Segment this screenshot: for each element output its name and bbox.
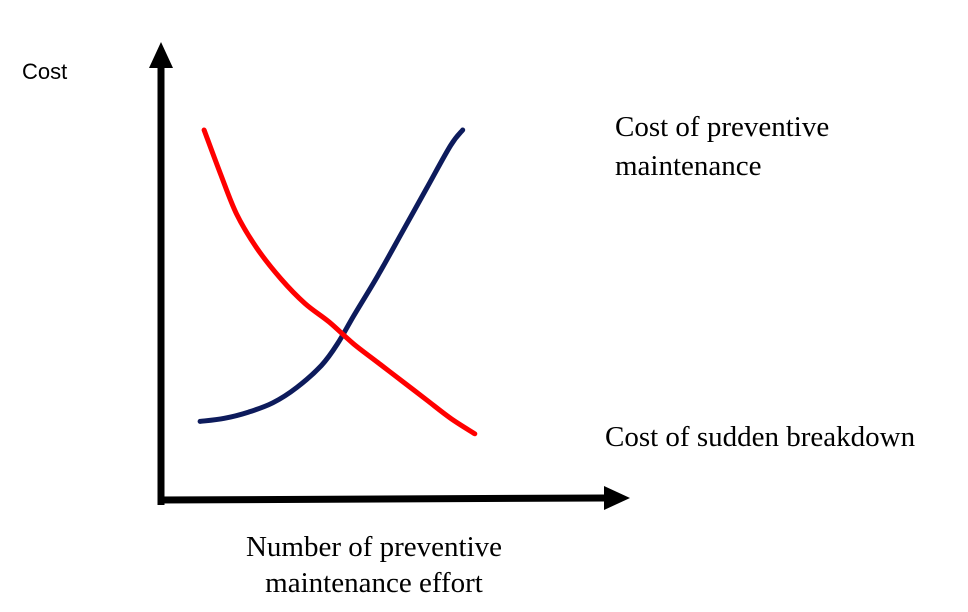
series-preventive-label-line-1: Cost of preventive <box>615 111 829 143</box>
x-axis-arrow <box>604 486 630 510</box>
x-axis-label-line-1: Number of preventive <box>246 531 502 563</box>
series-breakdown-line <box>201 127 478 437</box>
series-breakdown-label: Cost of sudden breakdown <box>605 421 916 453</box>
series-preventive-line <box>197 127 466 424</box>
y-axis-label: Cost <box>22 59 67 84</box>
series-preventive-label-line-2: maintenance <box>615 150 762 182</box>
y-axis-arrow <box>149 42 173 68</box>
x-axis-label-line-2: maintenance effort <box>265 567 483 599</box>
x-axis <box>157 494 605 504</box>
